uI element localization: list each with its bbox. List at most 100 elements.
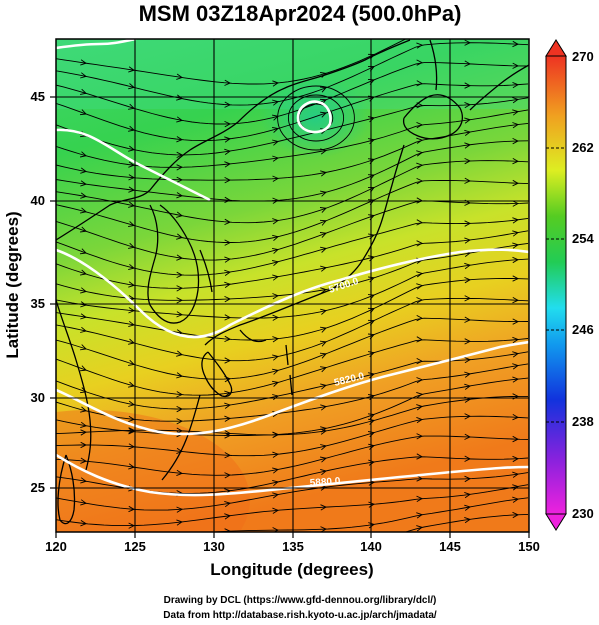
streamline-arrowhead: [224, 269, 231, 276]
streamline-arrowhead: [416, 121, 423, 129]
streamline-arrowhead: [512, 471, 519, 478]
streamline-arrowhead: [224, 176, 231, 184]
streamline-arrowhead: [128, 83, 135, 90]
lat-lon-grid: [56, 39, 529, 532]
streamline-arrowhead: [320, 404, 327, 411]
streamline-arrowhead: [512, 97, 519, 104]
streamline-arrowhead: [272, 479, 279, 487]
streamline-arrowhead: [80, 287, 87, 294]
streamline-arrowhead: [320, 428, 327, 435]
streamline-arrowhead: [80, 226, 87, 233]
tick-marks: [50, 96, 530, 538]
streamline-arrowhead: [272, 314, 279, 321]
streamline-arrowhead: [512, 109, 519, 116]
streamline-arrowhead: [80, 520, 87, 527]
streamline-arrowhead: [128, 359, 135, 366]
streamline-arrowhead: [80, 301, 87, 308]
streamline-arrowhead: [224, 218, 231, 226]
streamline-arrowhead: [464, 338, 471, 345]
streamline-arrowhead: [464, 383, 471, 390]
streamline-arrowhead: [320, 456, 327, 463]
streamline-arrowhead: [512, 435, 519, 443]
colorbar-tick-238: 238: [572, 414, 594, 429]
streamline-arrowhead: [464, 516, 471, 524]
streamline-arrowhead: [416, 80, 423, 87]
streamline: [404, 513, 529, 532]
streamline-arrowhead: [272, 274, 279, 281]
contour-5400: [56, 39, 137, 50]
streamline-arrowhead: [224, 196, 231, 204]
streamline-arrowhead: [272, 451, 279, 458]
contour-5700: [56, 248, 529, 339]
streamline-arrowhead: [416, 475, 423, 482]
streamline-arrowhead: [416, 358, 423, 365]
colorbar-min-triangle: [545, 513, 567, 531]
streamline-arrowhead: [128, 415, 135, 423]
low-circulation-streamline: [277, 85, 355, 151]
streamline-arrowhead: [272, 354, 279, 361]
streamline-arrowhead: [320, 366, 327, 373]
streamline-arrowhead: [319, 219, 327, 226]
streamline-arrowhead: [272, 99, 279, 106]
streamline-arrowhead: [128, 186, 135, 193]
streamline-arrowhead: [79, 109, 87, 116]
streamline-arrowhead: [320, 444, 327, 451]
streamline-arrowhead: [272, 380, 279, 387]
streamline-arrowhead: [464, 101, 471, 109]
y-axis-label: Latitude (degrees): [3, 211, 22, 358]
streamline-arrowhead: [176, 271, 183, 279]
streamline-arrowhead: [464, 23, 470, 28]
streamline-arrowhead: [176, 73, 183, 80]
streamline-arrowhead: [176, 350, 183, 357]
streamline-arrowhead: [224, 402, 231, 409]
streamline-arrowhead: [80, 207, 87, 214]
streamline-arrowhead: [80, 59, 87, 66]
streamline-arrowhead: [512, 297, 519, 304]
streamline-arrowhead: [464, 413, 471, 420]
streamline-arrowhead: [464, 262, 471, 270]
streamline-arrowhead: [416, 102, 423, 109]
streamline-arrowhead: [464, 475, 471, 483]
streamline-arrowhead: [320, 426, 327, 433]
streamline-arrowhead: [80, 344, 87, 351]
streamline-arrowhead: [464, 60, 471, 67]
streamline-arrowhead: [512, 217, 519, 224]
streamline-arrowhead: [464, 356, 471, 364]
streamline-arrowhead: [512, 351, 519, 358]
streamline-arrowhead: [319, 340, 327, 347]
streamline-arrowhead: [80, 477, 87, 484]
streamline-arrowhead: [416, 162, 423, 169]
cold-low-area: [260, 78, 370, 158]
streamline-arrowhead: [128, 522, 135, 529]
streamline-arrowhead: [224, 415, 231, 422]
streamline-arrowhead: [176, 506, 183, 513]
streamline-arrowhead: [464, 276, 471, 284]
streamline-arrowhead: [224, 513, 231, 520]
streamline-arrowhead: [272, 336, 279, 343]
streamline-arrowhead: [319, 207, 327, 213]
streamline-arrowhead: [225, 548, 230, 553]
streamline-arrowhead: [80, 499, 87, 506]
colorbar-tick-254: 254: [572, 231, 594, 246]
colorbar-tick-246: 246: [572, 322, 594, 337]
streamline-arrowhead: [272, 175, 279, 182]
streamline-arrowhead: [416, 404, 423, 411]
streamline-arrowhead: [416, 336, 423, 343]
streamline-arrowhead: [416, 137, 423, 144]
streamline-arrowhead: [128, 174, 135, 181]
streamline-arrowhead: [512, 122, 519, 129]
colorbar-scale: [545, 55, 567, 515]
streamline-arrowhead: [80, 421, 87, 429]
streamline-arrowhead: [80, 192, 87, 199]
contour-5820: [56, 340, 529, 436]
streamline-arrowhead: [512, 62, 519, 69]
streamline-arrowhead: [128, 263, 135, 271]
streamline-arrowhead: [224, 295, 231, 303]
streamline-arrowhead: [512, 376, 519, 383]
streamline-arrowhead: [224, 335, 231, 343]
streamline-arrowhead: [176, 519, 183, 526]
streamline-arrowhead: [512, 179, 519, 187]
lon-tick-135: 135: [282, 539, 304, 554]
streamline-arrowhead: [416, 283, 423, 290]
